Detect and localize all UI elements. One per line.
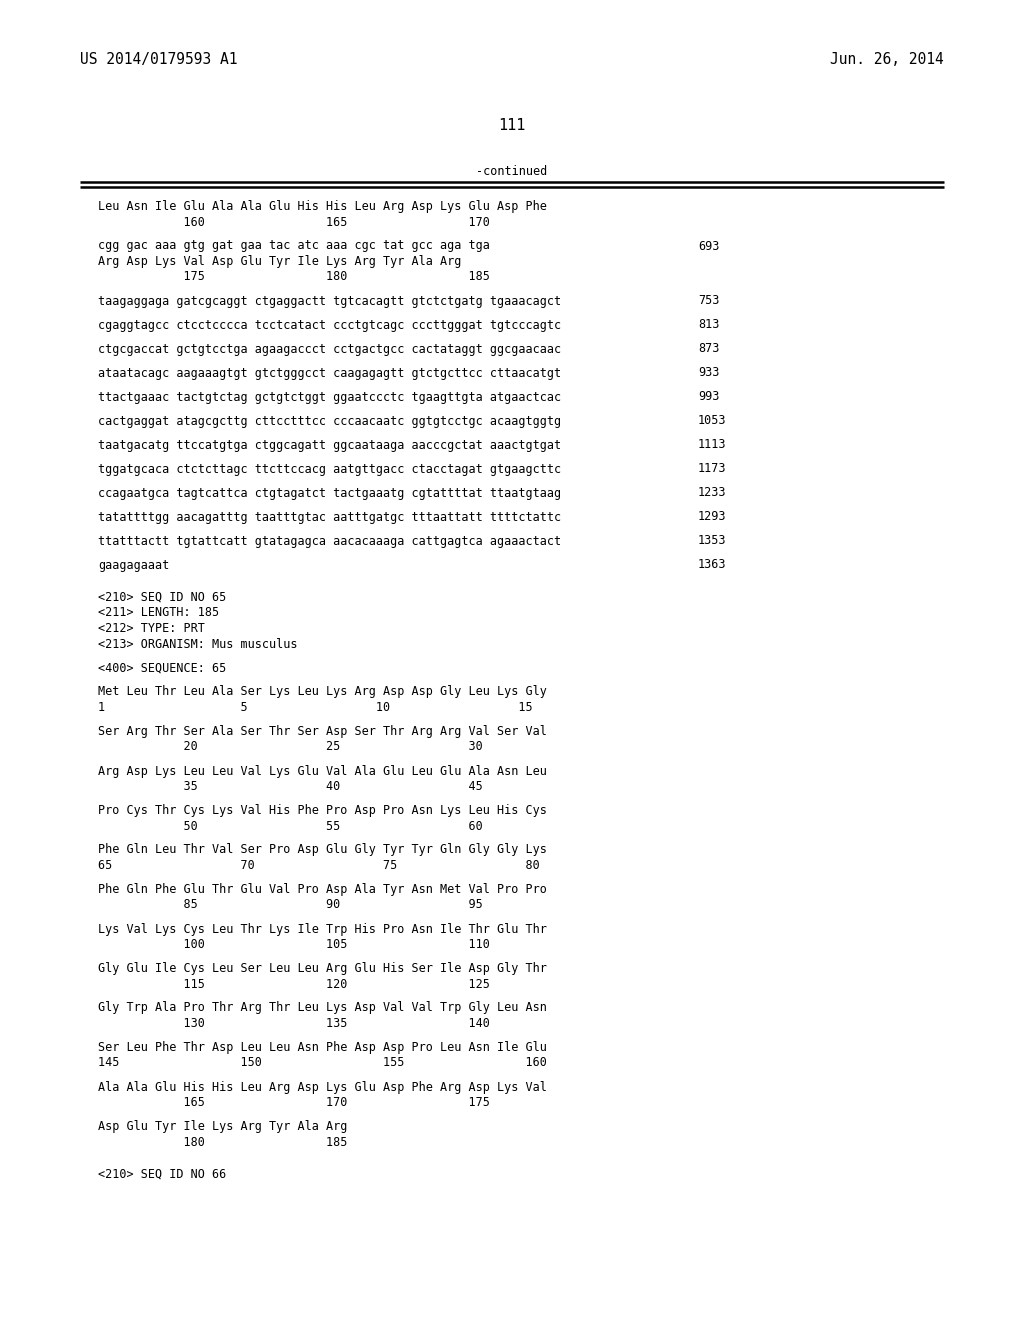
Text: Lys Val Lys Cys Leu Thr Lys Ile Trp His Pro Asn Ile Thr Glu Thr: Lys Val Lys Cys Leu Thr Lys Ile Trp His … bbox=[98, 923, 547, 936]
Text: <210> SEQ ID NO 65: <210> SEQ ID NO 65 bbox=[98, 591, 226, 605]
Text: 1233: 1233 bbox=[698, 487, 726, 499]
Text: 100                 105                 110: 100 105 110 bbox=[98, 939, 489, 950]
Text: taagaggaga gatcgcaggt ctgaggactt tgtcacagtt gtctctgatg tgaaacagct: taagaggaga gatcgcaggt ctgaggactt tgtcaca… bbox=[98, 294, 561, 308]
Text: <210> SEQ ID NO 66: <210> SEQ ID NO 66 bbox=[98, 1168, 226, 1181]
Text: Jun. 26, 2014: Jun. 26, 2014 bbox=[830, 51, 944, 67]
Text: 1173: 1173 bbox=[698, 462, 726, 475]
Text: 20                  25                  30: 20 25 30 bbox=[98, 741, 482, 754]
Text: 35                  40                  45: 35 40 45 bbox=[98, 780, 482, 793]
Text: 130                 135                 140: 130 135 140 bbox=[98, 1016, 489, 1030]
Text: -continued: -continued bbox=[476, 165, 548, 178]
Text: Arg Asp Lys Leu Leu Val Lys Glu Val Ala Glu Leu Glu Ala Asn Leu: Arg Asp Lys Leu Leu Val Lys Glu Val Ala … bbox=[98, 764, 547, 777]
Text: 933: 933 bbox=[698, 367, 720, 380]
Text: tatattttgg aacagatttg taatttgtac aatttgatgc tttaattatt ttttctattc: tatattttgg aacagatttg taatttgtac aatttga… bbox=[98, 511, 561, 524]
Text: ctgcgaccat gctgtcctga agaagaccct cctgactgcc cactataggt ggcgaacaac: ctgcgaccat gctgtcctga agaagaccct cctgact… bbox=[98, 342, 561, 355]
Text: 111: 111 bbox=[499, 117, 525, 133]
Text: 85                  90                  95: 85 90 95 bbox=[98, 899, 482, 912]
Text: 813: 813 bbox=[698, 318, 720, 331]
Text: 180                 185: 180 185 bbox=[98, 1135, 347, 1148]
Text: <400> SEQUENCE: 65: <400> SEQUENCE: 65 bbox=[98, 661, 226, 675]
Text: Ala Ala Glu His His Leu Arg Asp Lys Glu Asp Phe Arg Asp Lys Val: Ala Ala Glu His His Leu Arg Asp Lys Glu … bbox=[98, 1081, 547, 1093]
Text: taatgacatg ttccatgtga ctggcagatt ggcaataaga aacccgctat aaactgtgat: taatgacatg ttccatgtga ctggcagatt ggcaata… bbox=[98, 438, 561, 451]
Text: Asp Glu Tyr Ile Lys Arg Tyr Ala Arg: Asp Glu Tyr Ile Lys Arg Tyr Ala Arg bbox=[98, 1119, 347, 1133]
Text: <212> TYPE: PRT: <212> TYPE: PRT bbox=[98, 622, 205, 635]
Text: Met Leu Thr Leu Ala Ser Lys Leu Lys Arg Asp Asp Gly Leu Lys Gly: Met Leu Thr Leu Ala Ser Lys Leu Lys Arg … bbox=[98, 685, 547, 698]
Text: 873: 873 bbox=[698, 342, 720, 355]
Text: 1353: 1353 bbox=[698, 535, 726, 548]
Text: 50                  55                  60: 50 55 60 bbox=[98, 820, 482, 833]
Text: Gly Glu Ile Cys Leu Ser Leu Leu Arg Glu His Ser Ile Asp Gly Thr: Gly Glu Ile Cys Leu Ser Leu Leu Arg Glu … bbox=[98, 962, 547, 975]
Text: 993: 993 bbox=[698, 391, 720, 404]
Text: 115                 120                 125: 115 120 125 bbox=[98, 978, 489, 990]
Text: 145                 150                 155                 160: 145 150 155 160 bbox=[98, 1056, 547, 1069]
Text: 1                   5                  10                  15: 1 5 10 15 bbox=[98, 701, 532, 714]
Text: Phe Gln Phe Glu Thr Glu Val Pro Asp Ala Tyr Asn Met Val Pro Pro: Phe Gln Phe Glu Thr Glu Val Pro Asp Ala … bbox=[98, 883, 547, 896]
Text: 753: 753 bbox=[698, 294, 720, 308]
Text: 1053: 1053 bbox=[698, 414, 726, 428]
Text: 175                 180                 185: 175 180 185 bbox=[98, 271, 489, 284]
Text: ataatacagc aagaaagtgt gtctgggcct caagagagtt gtctgcttcc cttaacatgt: ataatacagc aagaaagtgt gtctgggcct caagaga… bbox=[98, 367, 561, 380]
Text: 165                 170                 175: 165 170 175 bbox=[98, 1096, 489, 1109]
Text: 693: 693 bbox=[698, 239, 720, 252]
Text: 65                  70                  75                  80: 65 70 75 80 bbox=[98, 859, 540, 873]
Text: Phe Gln Leu Thr Val Ser Pro Asp Glu Gly Tyr Tyr Gln Gly Gly Lys: Phe Gln Leu Thr Val Ser Pro Asp Glu Gly … bbox=[98, 843, 547, 857]
Text: 1363: 1363 bbox=[698, 558, 726, 572]
Text: 160                 165                 170: 160 165 170 bbox=[98, 215, 489, 228]
Text: cactgaggat atagcgcttg cttcctttcc cccaacaatc ggtgtcctgc acaagtggtg: cactgaggat atagcgcttg cttcctttcc cccaaca… bbox=[98, 414, 561, 428]
Text: gaagagaaat: gaagagaaat bbox=[98, 558, 169, 572]
Text: Leu Asn Ile Glu Ala Ala Glu His His Leu Arg Asp Lys Glu Asp Phe: Leu Asn Ile Glu Ala Ala Glu His His Leu … bbox=[98, 201, 547, 213]
Text: cgg gac aaa gtg gat gaa tac atc aaa cgc tat gcc aga tga: cgg gac aaa gtg gat gaa tac atc aaa cgc … bbox=[98, 239, 489, 252]
Text: tggatgcaca ctctcttagc ttcttccacg aatgttgacc ctacctagat gtgaagcttc: tggatgcaca ctctcttagc ttcttccacg aatgttg… bbox=[98, 462, 561, 475]
Text: <213> ORGANISM: Mus musculus: <213> ORGANISM: Mus musculus bbox=[98, 638, 298, 651]
Text: ccagaatgca tagtcattca ctgtagatct tactgaaatg cgtattttat ttaatgtaag: ccagaatgca tagtcattca ctgtagatct tactgaa… bbox=[98, 487, 561, 499]
Text: 1293: 1293 bbox=[698, 511, 726, 524]
Text: cgaggtagcc ctcctcccca tcctcatact ccctgtcagc cccttgggat tgtcccagtc: cgaggtagcc ctcctcccca tcctcatact ccctgtc… bbox=[98, 318, 561, 331]
Text: 1113: 1113 bbox=[698, 438, 726, 451]
Text: <211> LENGTH: 185: <211> LENGTH: 185 bbox=[98, 606, 219, 619]
Text: ttatttactt tgtattcatt gtatagagca aacacaaaga cattgagtca agaaactact: ttatttactt tgtattcatt gtatagagca aacacaa… bbox=[98, 535, 561, 548]
Text: US 2014/0179593 A1: US 2014/0179593 A1 bbox=[80, 51, 238, 67]
Text: Ser Leu Phe Thr Asp Leu Leu Asn Phe Asp Asp Pro Leu Asn Ile Glu: Ser Leu Phe Thr Asp Leu Leu Asn Phe Asp … bbox=[98, 1041, 547, 1053]
Text: Gly Trp Ala Pro Thr Arg Thr Leu Lys Asp Val Val Trp Gly Leu Asn: Gly Trp Ala Pro Thr Arg Thr Leu Lys Asp … bbox=[98, 1002, 547, 1015]
Text: ttactgaaac tactgtctag gctgtctggt ggaatccctc tgaagttgta atgaactcac: ttactgaaac tactgtctag gctgtctggt ggaatcc… bbox=[98, 391, 561, 404]
Text: Ser Arg Thr Ser Ala Ser Thr Ser Asp Ser Thr Arg Arg Val Ser Val: Ser Arg Thr Ser Ala Ser Thr Ser Asp Ser … bbox=[98, 725, 547, 738]
Text: Pro Cys Thr Cys Lys Val His Phe Pro Asp Pro Asn Lys Leu His Cys: Pro Cys Thr Cys Lys Val His Phe Pro Asp … bbox=[98, 804, 547, 817]
Text: Arg Asp Lys Val Asp Glu Tyr Ile Lys Arg Tyr Ala Arg: Arg Asp Lys Val Asp Glu Tyr Ile Lys Arg … bbox=[98, 255, 462, 268]
